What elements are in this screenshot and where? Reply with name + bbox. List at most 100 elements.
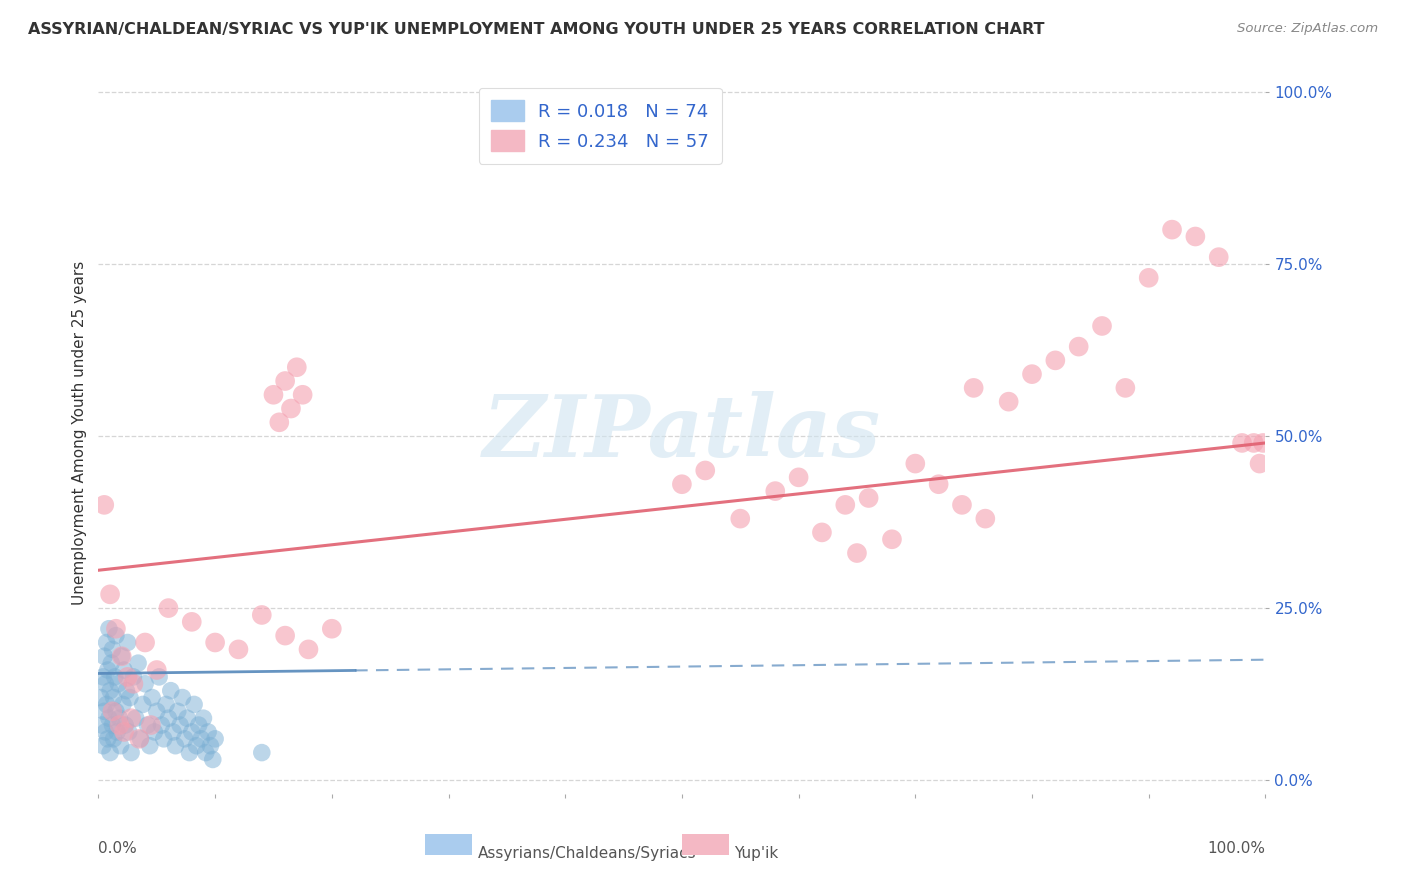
- Text: Yup'ik: Yup'ik: [734, 846, 779, 861]
- Point: [297, 642, 319, 657]
- Point: [190, 731, 212, 746]
- Point: [98, 746, 121, 760]
- Point: [1137, 270, 1160, 285]
- Point: [250, 746, 273, 760]
- Point: [183, 698, 205, 712]
- Point: [321, 622, 343, 636]
- Point: [204, 635, 226, 649]
- Point: [159, 683, 181, 698]
- Point: [1184, 229, 1206, 244]
- Point: [105, 725, 128, 739]
- Point: [250, 607, 273, 622]
- Point: [157, 711, 180, 725]
- Point: [94, 677, 117, 691]
- FancyBboxPatch shape: [425, 834, 472, 855]
- Point: [118, 690, 141, 705]
- Point: [1021, 367, 1043, 381]
- Point: [150, 718, 173, 732]
- Point: [1091, 318, 1114, 333]
- Point: [787, 470, 810, 484]
- Point: [179, 746, 201, 760]
- Point: [193, 711, 215, 725]
- Point: [173, 731, 195, 746]
- Point: [132, 698, 155, 712]
- Point: [904, 457, 927, 471]
- Point: [104, 622, 127, 636]
- Point: [112, 663, 135, 677]
- Point: [134, 677, 156, 691]
- Point: [928, 477, 950, 491]
- Point: [141, 690, 163, 705]
- Point: [127, 656, 149, 670]
- Point: [1249, 457, 1271, 471]
- Point: [162, 725, 184, 739]
- Point: [157, 601, 180, 615]
- Point: [120, 711, 142, 725]
- Point: [143, 725, 166, 739]
- Point: [91, 670, 114, 684]
- Point: [269, 415, 291, 429]
- Point: [291, 388, 314, 402]
- Point: [97, 731, 120, 746]
- Point: [187, 718, 209, 732]
- Point: [166, 704, 188, 718]
- Point: [129, 731, 152, 746]
- Point: [90, 690, 112, 705]
- Y-axis label: Unemployment Among Youth under 25 years: Unemployment Among Youth under 25 years: [72, 260, 87, 605]
- Point: [96, 635, 118, 649]
- Point: [763, 484, 786, 499]
- Point: [962, 381, 984, 395]
- Point: [155, 698, 177, 712]
- Text: 0.0%: 0.0%: [98, 841, 138, 855]
- Point: [280, 401, 302, 416]
- Point: [834, 498, 856, 512]
- Point: [811, 525, 834, 540]
- Point: [146, 663, 169, 677]
- Point: [186, 739, 208, 753]
- Text: Source: ZipAtlas.com: Source: ZipAtlas.com: [1237, 22, 1378, 36]
- Point: [117, 635, 139, 649]
- Point: [194, 746, 217, 760]
- Point: [197, 725, 219, 739]
- Point: [103, 690, 125, 705]
- Point: [97, 663, 120, 677]
- Point: [104, 670, 127, 684]
- Point: [146, 704, 169, 718]
- Point: [148, 670, 170, 684]
- Point: [169, 718, 191, 732]
- Text: Assyrians/Chaldeans/Syriacs: Assyrians/Chaldeans/Syriacs: [478, 846, 696, 861]
- Point: [117, 670, 139, 684]
- Point: [128, 731, 150, 746]
- Point: [118, 725, 141, 739]
- Point: [108, 711, 131, 725]
- Point: [111, 649, 134, 664]
- Point: [974, 511, 997, 525]
- Point: [1161, 222, 1184, 236]
- Point: [1230, 436, 1253, 450]
- Point: [104, 704, 127, 718]
- Text: 100.0%: 100.0%: [1208, 841, 1265, 855]
- Point: [134, 635, 156, 649]
- Point: [94, 725, 117, 739]
- Point: [101, 704, 124, 718]
- Point: [98, 587, 121, 601]
- Point: [125, 711, 148, 725]
- Point: [180, 615, 202, 629]
- Point: [90, 718, 112, 732]
- Point: [200, 739, 222, 753]
- Point: [1067, 340, 1090, 354]
- Point: [98, 683, 121, 698]
- Point: [91, 739, 114, 753]
- Point: [274, 374, 297, 388]
- Point: [100, 656, 122, 670]
- Point: [274, 629, 297, 643]
- Point: [152, 731, 174, 746]
- Point: [858, 491, 880, 505]
- Point: [104, 629, 127, 643]
- Point: [120, 746, 142, 760]
- Point: [1243, 436, 1265, 450]
- Point: [122, 670, 145, 684]
- Point: [93, 498, 115, 512]
- Point: [114, 718, 136, 732]
- Point: [695, 463, 717, 477]
